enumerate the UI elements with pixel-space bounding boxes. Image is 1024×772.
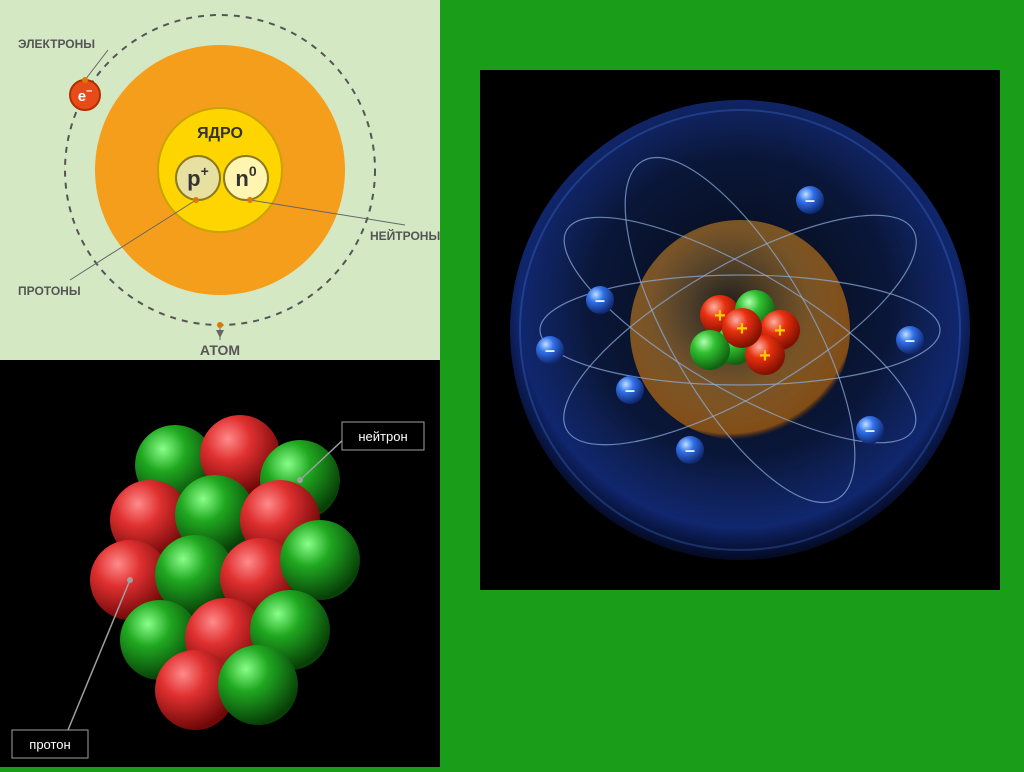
neutron-label: нейтрон xyxy=(358,429,407,444)
proton-plus-sign: + xyxy=(759,345,771,367)
atom-3d-panel: ++++ ––––––– xyxy=(480,70,1000,590)
pointer-electrons xyxy=(85,50,108,80)
electron-minus-sign: – xyxy=(805,190,815,210)
proton-label: протон xyxy=(29,737,70,752)
neutrons-label: НЕЙТРОНЫ xyxy=(370,228,440,243)
atom-3d-svg: ++++ ––––––– xyxy=(480,70,1000,590)
proton-plus-sign: + xyxy=(736,318,748,340)
atom-schematic-panel: ЯДРО p+ n0 e– ЭЛЕКТРОНЫ ПРОТОНЫ НЕЙТРОНЫ… xyxy=(0,0,440,360)
electron-minus-sign: – xyxy=(545,340,555,360)
electron-minus-sign: – xyxy=(595,290,605,310)
atom-schematic-svg: ЯДРО p+ n0 e– ЭЛЕКТРОНЫ ПРОТОНЫ НЕЙТРОНЫ… xyxy=(0,0,440,360)
electron-minus-sign: – xyxy=(905,330,915,350)
atom-label: АТОМ xyxy=(200,342,240,358)
nucleus-label: ЯДРО xyxy=(197,125,243,142)
electron-minus-sign: – xyxy=(865,420,875,440)
electrons-label: ЭЛЕКТРОНЫ xyxy=(18,37,95,51)
nucleus-cluster-svg: нейтрон протон xyxy=(0,360,440,767)
electron-minus-sign: – xyxy=(685,440,695,460)
nucleus-cluster-panel: нейтрон протон xyxy=(0,360,440,767)
electron-minus-sign: – xyxy=(625,380,635,400)
neutron-sphere xyxy=(280,520,360,600)
neutron-sphere xyxy=(218,645,298,725)
protons-label: ПРОТОНЫ xyxy=(18,284,81,298)
